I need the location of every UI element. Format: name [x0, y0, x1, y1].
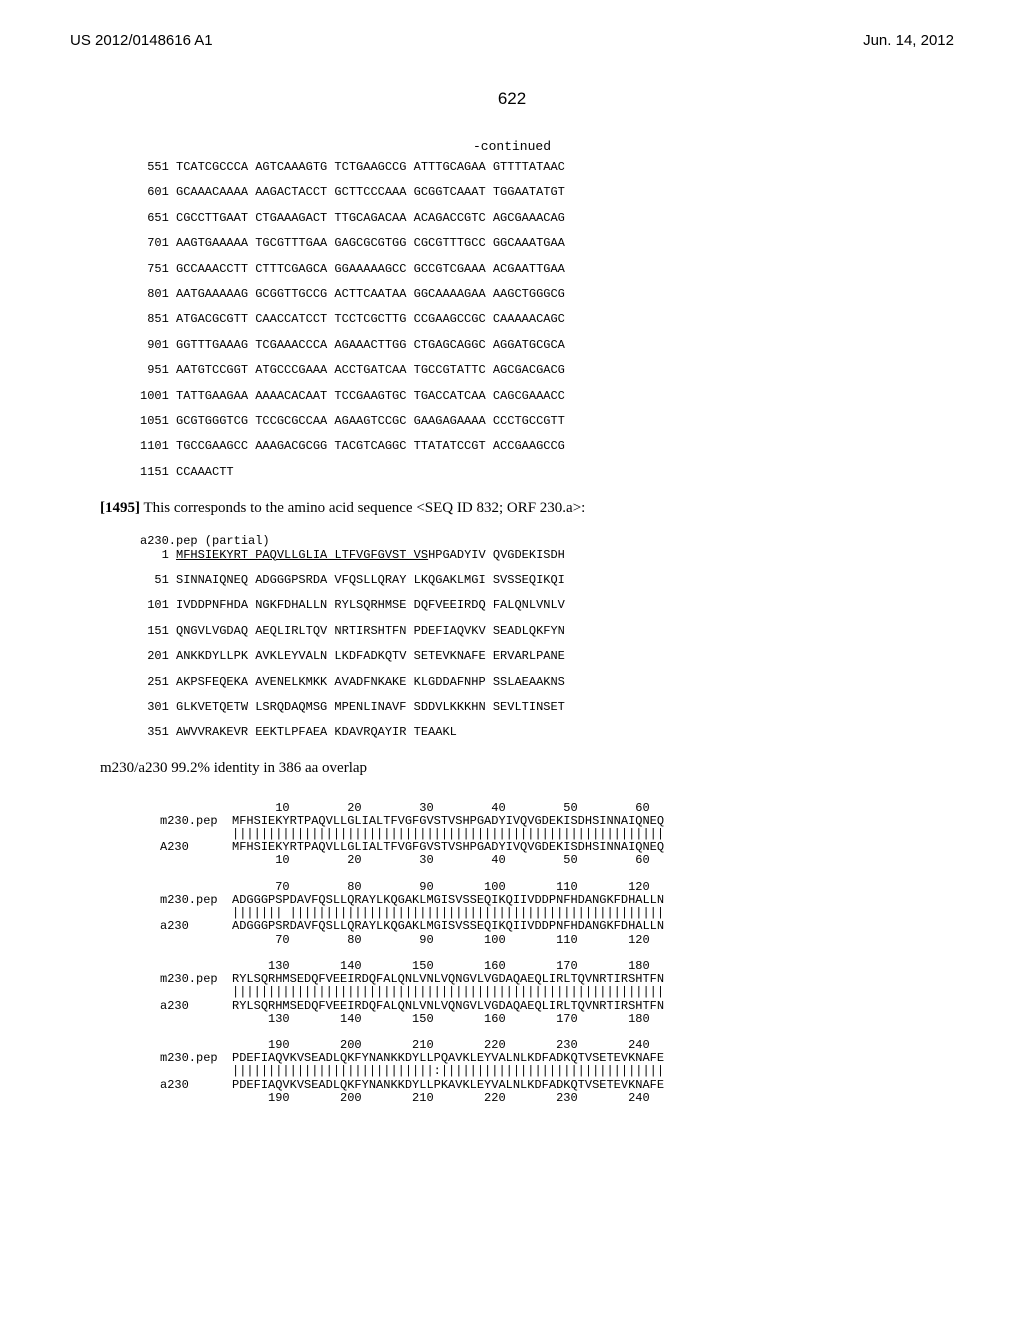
- dna-sequence-line: 1101 TGCCGAAGCC AAAGACGCGG TACGTCAGGC TT…: [140, 439, 924, 453]
- alignment-line: a230 ADGGGPSRDAVFQSLLQRAYLKQGAKLMGISVSSE…: [160, 920, 924, 933]
- alignment-line: ||||||||||||||||||||||||||||:|||||||||||…: [160, 1065, 924, 1078]
- alignment-line: 10 20 30 40 50 60: [160, 854, 924, 867]
- paragraph-body: This corresponds to the amino acid seque…: [140, 500, 585, 516]
- aa-sequence-line: 1 MFHSIEKYRT PAQVLLGLIA LTFVGFGVST VSHPG…: [140, 548, 924, 562]
- aa-sequence-line: 351 AWVVRAKEVR EEKTLPFAEA KDAVRQAYIR TEA…: [140, 725, 924, 739]
- alignment-line: 10 20 30 40 50 60: [160, 802, 924, 815]
- alignment-block: 10 20 30 40 50 60m230.pep MFHSIEKYRTPAQV…: [160, 802, 924, 1105]
- identity-line: m230/a230 99.2% identity in 386 aa overl…: [100, 760, 924, 777]
- publication-date: Jun. 14, 2012: [863, 32, 954, 49]
- alignment-line: [160, 868, 924, 881]
- page-header: US 2012/0148616 A1 Jun. 14, 2012: [0, 0, 1024, 59]
- dna-sequence-line: 901 GGTTTGAAAG TCGAAACCCA AGAAACTTGG CTG…: [140, 338, 924, 352]
- aa-sequence-line: 301 GLKVETQETW LSRQDAQMSG MPENLINAVF SDD…: [140, 700, 924, 714]
- dna-sequence-block: 551 TCATCGCCCA AGTCAAAGTG TCTGAAGCCG ATT…: [140, 160, 924, 479]
- paragraph-number: [1495]: [100, 500, 140, 516]
- alignment-line: 70 80 90 100 110 120: [160, 934, 924, 947]
- dna-sequence-line: 751 GCCAAACCTT CTTTCGAGCA GGAAAAAGCC GCC…: [140, 262, 924, 276]
- dna-sequence-line: 601 GCAAACAAAA AAGACTACCT GCTTCCCAAA GCG…: [140, 185, 924, 199]
- main-content: -continued 551 TCATCGCCCA AGTCAAAGTG TCT…: [0, 139, 1024, 1105]
- partial-header: a230.pep (partial): [140, 534, 924, 548]
- dna-sequence-line: 1001 TATTGAAGAA AAAACACAAT TCCGAAGTGC TG…: [140, 389, 924, 403]
- dna-sequence-line: 801 AATGAAAAAG GCGGTTGCCG ACTTCAATAA GGC…: [140, 287, 924, 301]
- dna-sequence-line: 701 AAGTGAAAAA TGCGTTTGAA GAGCGCGTGG CGC…: [140, 236, 924, 250]
- aa-sequence-line: 201 ANKKDYLLPK AVKLEYVALN LKDFADKQTV SET…: [140, 649, 924, 663]
- dna-sequence-line: 651 CGCCTTGAAT CTGAAAGACT TTGCAGACAA ACA…: [140, 211, 924, 225]
- dna-sequence-line: 551 TCATCGCCCA AGTCAAAGTG TCTGAAGCCG ATT…: [140, 160, 924, 174]
- patent-id: US 2012/0148616 A1: [70, 32, 213, 49]
- aa-sequence-line: 101 IVDDPNFHDA NGKFDHALLN RYLSQRHMSE DQF…: [140, 598, 924, 612]
- dna-sequence-line: 851 ATGACGCGTT CAACCATCCT TCCTCGCTTG CCG…: [140, 312, 924, 326]
- alignment-line: 130 140 150 160 170 180: [160, 1013, 924, 1026]
- aa-sequence-line: 151 QNGVLVGDAQ AEQLIRLTQV NRTIRSHTFN PDE…: [140, 624, 924, 638]
- dna-sequence-line: 1051 GCGTGGGTCG TCCGCGCCAA AGAAGTCCGC GA…: [140, 414, 924, 428]
- paragraph-1495: [1495] This corresponds to the amino aci…: [100, 499, 924, 519]
- alignment-line: a230 RYLSQRHMSEDQFVEEIRDQFALQNLVNLVQNGVL…: [160, 1000, 924, 1013]
- alignment-line: 190 200 210 220 230 240: [160, 1092, 924, 1105]
- page-number: 622: [0, 89, 1024, 109]
- continued-label: -continued: [100, 139, 924, 154]
- dna-sequence-line: 951 AATGTCCGGT ATGCCCGAAA ACCTGATCAA TGC…: [140, 363, 924, 377]
- alignment-line: [160, 947, 924, 960]
- aa-sequence-line: 251 AKPSFEQEKA AVENELKMKK AVADFNKAKE KLG…: [140, 675, 924, 689]
- aa-sequence-line: 51 SINNAIQNEQ ADGGGPSRDA VFQSLLQRAY LKQG…: [140, 573, 924, 587]
- alignment-line: a230 PDEFIAQVKVSEADLQKFYNANKKDYLLPKAVKLE…: [160, 1079, 924, 1092]
- aa-sequence-block: 1 MFHSIEKYRT PAQVLLGLIA LTFVGFGVST VSHPG…: [140, 548, 924, 740]
- dna-sequence-line: 1151 CCAAACTT: [140, 465, 924, 479]
- alignment-line: ||||||||||||||||||||||||||||||||||||||||…: [160, 986, 924, 999]
